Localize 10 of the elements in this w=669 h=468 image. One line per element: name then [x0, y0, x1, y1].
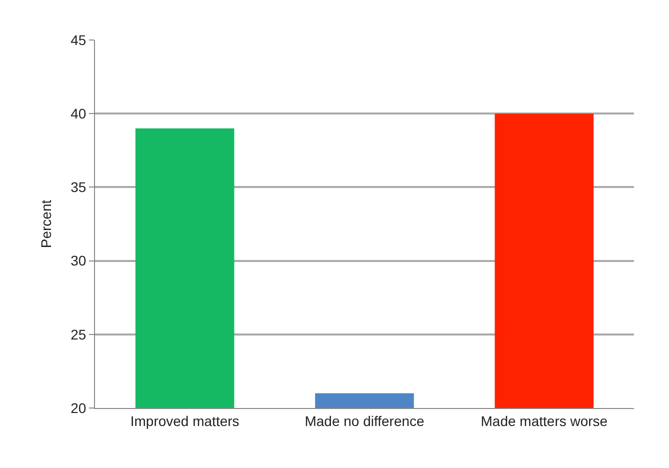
x-tick-label: Made matters worse — [480, 412, 608, 429]
y-tick-label: 30 — [70, 252, 86, 269]
x-tick-label: Improved matters — [130, 412, 240, 429]
y-tick-label: 20 — [70, 400, 86, 416]
y-tick-label: 45 — [70, 32, 86, 48]
y-tick-label: 25 — [70, 326, 86, 342]
y-tick-label: 35 — [70, 179, 86, 196]
y-tick-label: 40 — [70, 106, 86, 122]
x-tick-label: Made no difference — [304, 412, 425, 429]
y-axis-title: Percent — [38, 200, 54, 248]
